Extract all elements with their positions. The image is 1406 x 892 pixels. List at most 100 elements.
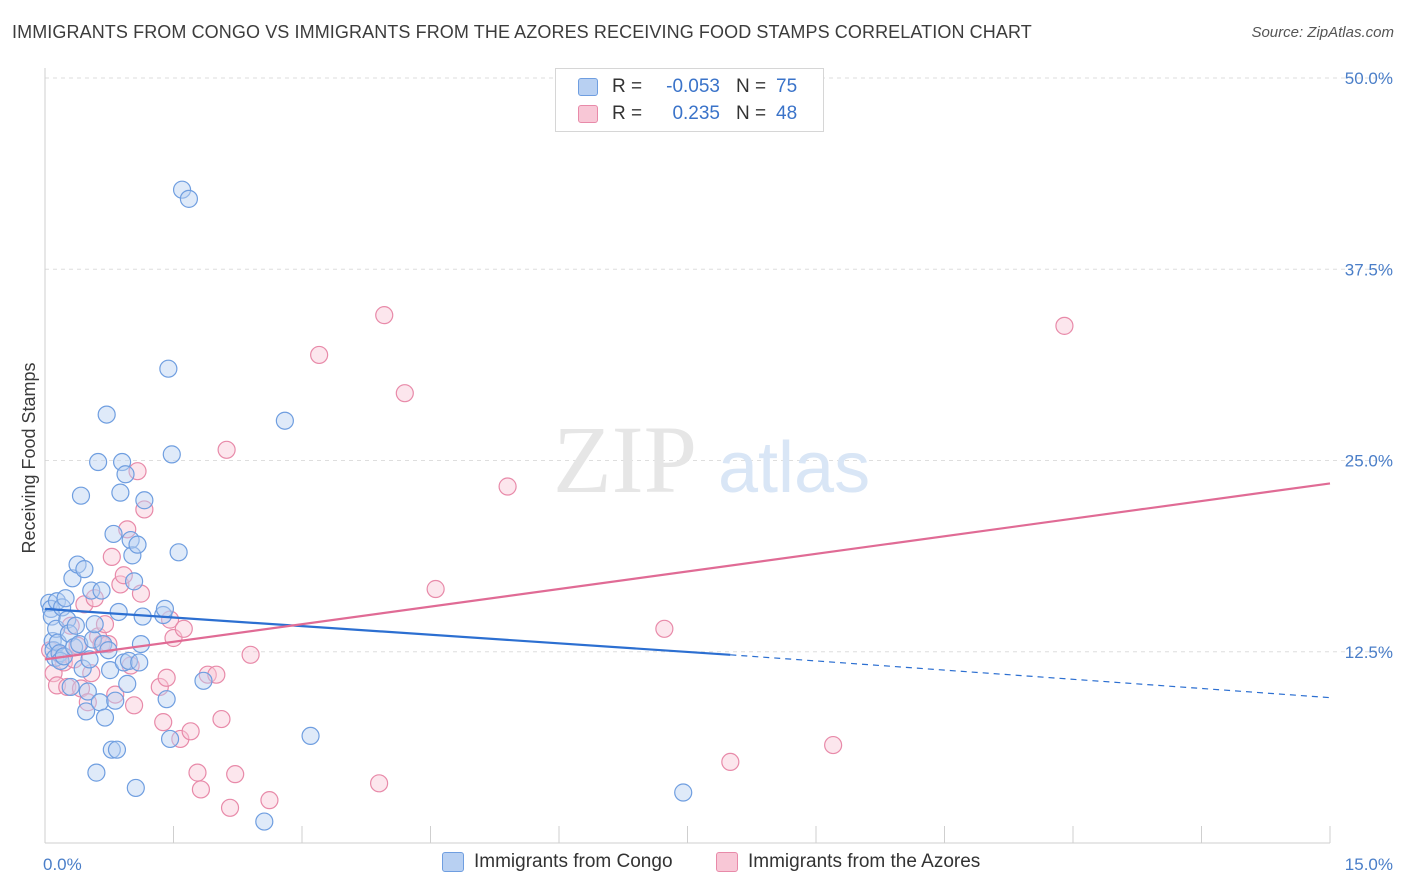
azores-point [498,477,517,496]
azores-point [241,645,260,664]
azores-point [220,798,240,817]
y-tick-label: 50.0% [1345,69,1393,88]
watermark-zip: ZIP [553,406,697,513]
congo-point [154,605,173,625]
congo-point [130,653,149,672]
azores-point [721,752,740,772]
congo-point [73,659,92,678]
azores-point [824,735,843,755]
congo-point [194,671,213,690]
congo-point [104,524,123,544]
congo-point [128,535,147,554]
congo-point [301,726,320,746]
azores-point [171,729,190,749]
congo-point [92,581,111,600]
legend-swatch-azores [578,105,598,123]
congo-trend-line [44,607,731,656]
congo-point [109,602,128,622]
congo-point [169,543,188,562]
legend-r-label: R = [612,103,643,124]
congo-point [118,674,137,693]
congo-point [674,783,693,802]
legend-n-label: N = [736,76,767,97]
congo-point [83,630,103,649]
congo-point [111,483,130,502]
legend-r-value: -0.053 [666,76,720,97]
azores-point [212,709,231,729]
y-axis-label: Receiving Food Stamps [19,362,39,553]
azores-point [181,722,200,741]
legend-n-value: 75 [776,76,798,97]
congo-trend-extension [730,654,1331,699]
legend-item-azores[interactable]: Immigrants from the Azores [716,851,980,873]
congo-point [101,661,120,680]
congo-point [87,763,106,782]
azores-point [226,765,245,784]
congo-point [116,465,135,484]
azores-point [124,696,144,715]
azores-point [82,664,101,683]
azores-point [157,668,176,687]
azores-point [655,619,674,638]
congo-point [70,634,89,654]
azores-point [188,763,207,782]
x-tick-label: 15.0% [1345,855,1393,874]
congo-point [179,189,199,208]
legend-n-label: N = [736,103,767,124]
congo-point [131,634,151,654]
grid-lines [45,77,1392,653]
azores-point [102,547,121,566]
congo-point [124,572,144,591]
chart-title: IMMIGRANTS FROM CONGO VS IMMIGRANTS FROM… [12,22,1032,42]
azores-point [174,619,193,638]
congo-point [275,411,294,430]
congo-point [85,615,104,634]
legend-item-congo[interactable]: Immigrants from Congo [442,851,673,873]
legend-label-congo: Immigrants from Congo [474,851,673,872]
congo-point [90,693,109,712]
congo-point [63,569,82,588]
azores-point [118,520,137,539]
congo-point [160,729,180,749]
azores-point [310,345,329,365]
legend-row-azores: R = 0.235 N = 48 [578,102,797,126]
congo-point [89,452,108,472]
congo-points [40,180,693,831]
congo-point [172,180,192,199]
azores-point [154,713,173,732]
axes [44,68,1331,844]
congo-point [162,445,181,464]
legend-swatch-congo [578,78,598,96]
congo-point [102,740,121,759]
congo-point [97,405,116,424]
azores-point [375,306,394,325]
congo-point [82,581,101,600]
y-tick-label: 12.5% [1345,643,1393,662]
congo-point [61,677,80,697]
azores-point [111,575,130,594]
azores-point [1055,316,1074,335]
azores-point [191,780,211,799]
congo-point [255,812,274,831]
azores-point [128,462,147,481]
congo-point [135,491,154,510]
azores-point [395,384,414,403]
watermark-atlas: atlas [718,428,870,508]
x-tick-label: 0.0% [43,855,82,874]
congo-point [106,691,125,710]
congo-point [75,560,94,579]
congo-point [126,778,145,798]
legend-row-congo: R = -0.053 N = 75 [578,75,797,99]
azores-point [260,791,279,810]
legend-n-value: 48 [776,103,798,124]
azores-points [41,306,1074,817]
series-legend: Immigrants from Congo Immigrants from th… [0,851,1406,877]
azores-point [114,566,133,585]
legend-swatch-azores [716,852,738,872]
legend-label-azores: Immigrants from the Azores [748,851,981,872]
source-label: Source: ZipAtlas.com [1251,24,1394,41]
congo-point [77,702,96,721]
congo-point [157,690,176,709]
legend-r-label: R = [612,76,643,97]
